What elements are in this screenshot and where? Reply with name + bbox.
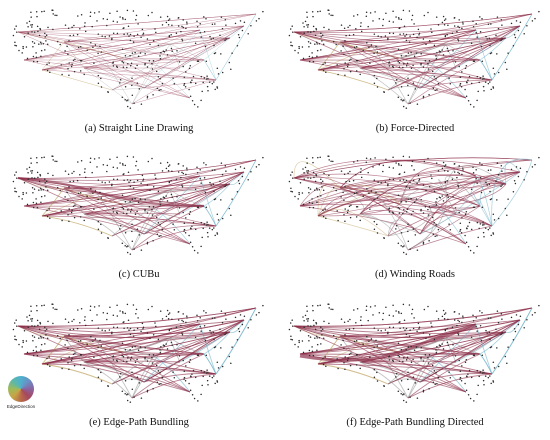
node-layer (288, 9, 540, 109)
edge-layer (17, 13, 257, 105)
edge-layer (293, 307, 533, 399)
panel-straight-line: (a) Straight Line Drawing (4, 2, 274, 142)
map-graph (12, 155, 264, 255)
caption: (e) Edge-Path Bundling (89, 417, 189, 428)
panel-edge-path-bundling: (e) Edge-Path Bundling (4, 296, 274, 436)
map-graph (288, 303, 540, 403)
map-graph (12, 9, 264, 109)
panel-edge-path-bundling-directed: (f) Edge-Path Bundling Directed (280, 296, 550, 436)
edge-layer (17, 159, 257, 251)
legend-label: EdgeDirection (6, 404, 36, 409)
panel-cubu: (c) CUBu (4, 148, 274, 288)
edge-direction-legend: EdgeDirection (6, 376, 36, 416)
edge-layer (17, 307, 257, 399)
caption: (b) Force-Directed (375, 123, 455, 134)
map-graph (288, 155, 540, 255)
map-graph (12, 303, 264, 403)
node-layer (288, 155, 540, 255)
panel-winding-roads: (d) Winding Roads (280, 148, 550, 288)
caption: (a) Straight Line Drawing (84, 123, 194, 134)
node-layer (12, 303, 264, 403)
panel-force-directed: (b) Force-Directed (280, 2, 550, 142)
caption: (c) CUBu (118, 269, 160, 280)
caption: (d) Winding Roads (375, 269, 455, 280)
color-wheel-icon (8, 376, 34, 402)
edge-layer (293, 157, 533, 251)
edge-layer (293, 13, 533, 105)
map-graph (288, 9, 540, 109)
node-layer (288, 303, 540, 403)
node-layer (12, 9, 264, 109)
caption: (f) Edge-Path Bundling Directed (346, 417, 484, 428)
node-layer (12, 155, 264, 255)
